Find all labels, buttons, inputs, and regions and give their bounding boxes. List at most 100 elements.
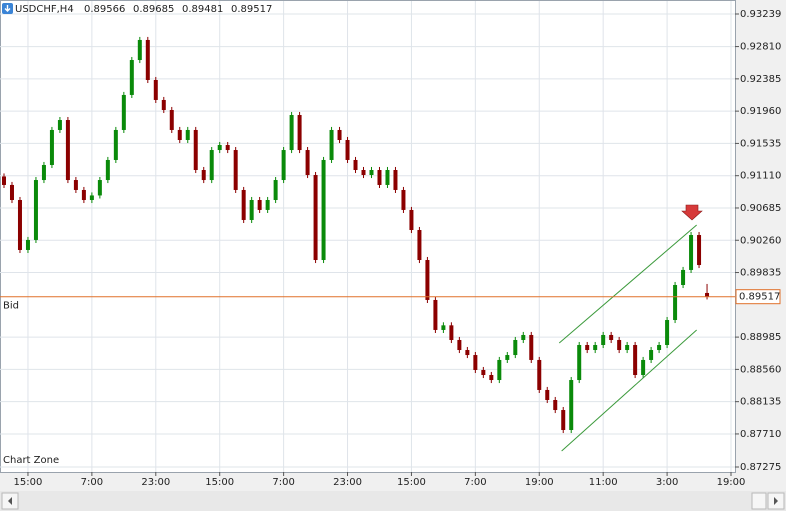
- candle-body: [265, 200, 270, 210]
- annotation: Chart Zone: [3, 455, 59, 466]
- candle-body: [593, 345, 598, 351]
- candle-body: [561, 410, 566, 430]
- candle-body: [681, 269, 686, 285]
- y-tick-label: 0.88560: [740, 364, 781, 375]
- candle-body: [129, 60, 134, 95]
- scroll-thumb[interactable]: [751, 492, 767, 510]
- candle-body: [377, 170, 382, 185]
- candle-body: [121, 94, 126, 130]
- candle-body: [409, 209, 414, 231]
- candle-body: [489, 375, 494, 381]
- y-tick-label: 0.92385: [740, 74, 781, 85]
- candle-body: [33, 180, 38, 240]
- candle-body: [617, 339, 622, 351]
- candle-body: [513, 339, 518, 356]
- candle-body: [137, 39, 142, 61]
- candle-body: [217, 145, 222, 151]
- scroll-left-arrow: [8, 497, 12, 505]
- candle-body: [1, 176, 6, 185]
- ohlc-low: 0.89481: [182, 4, 223, 15]
- candle-body: [433, 299, 438, 330]
- candle-body: [465, 350, 470, 356]
- candle-body: [345, 139, 350, 160]
- candle-body: [209, 150, 214, 181]
- candle-body: [417, 230, 422, 261]
- candle-body: [361, 170, 366, 176]
- x-tick-label: 19:00: [525, 477, 554, 488]
- y-tick-label: 0.91535: [740, 138, 781, 149]
- scroll-right-arrow: [774, 497, 778, 505]
- candle-body: [449, 325, 454, 340]
- x-tick-label: 15:00: [14, 477, 43, 488]
- y-tick-label: 0.87275: [740, 462, 781, 473]
- candle-body: [473, 355, 478, 370]
- trendline: [558, 224, 697, 344]
- candle-body: [481, 369, 486, 376]
- y-tick-label: 0.93239: [740, 9, 781, 20]
- candle-body: [553, 399, 558, 411]
- candle-body: [705, 292, 710, 297]
- y-tick-label: 0.90260: [740, 235, 781, 246]
- candle-body: [193, 129, 198, 171]
- candle-body: [689, 235, 694, 270]
- candle-body: [505, 355, 510, 360]
- candle-body: [625, 345, 630, 351]
- candle-body: [169, 109, 174, 130]
- candle-body: [657, 345, 662, 351]
- bid-label: Bid: [3, 301, 19, 312]
- candle-body: [569, 380, 574, 430]
- candle-body: [41, 164, 46, 181]
- candle-body: [537, 359, 542, 390]
- candle-body: [297, 115, 302, 151]
- candle-body: [609, 334, 614, 340]
- candle-body: [497, 359, 502, 381]
- candle-body: [337, 129, 342, 140]
- candle-body: [145, 39, 150, 80]
- bid-price-box: [735, 289, 781, 305]
- candle-body: [17, 200, 22, 250]
- symbol-icon-arrow: [4, 5, 11, 12]
- candle-body: [401, 189, 406, 210]
- candle-body: [697, 235, 702, 266]
- candle-body: [185, 129, 190, 140]
- ohlc-close: 0.89517: [231, 4, 272, 15]
- candle-body: [57, 120, 62, 130]
- candle-body: [305, 150, 310, 176]
- candle-body: [321, 159, 326, 261]
- candle-body: [393, 170, 398, 190]
- candle-body: [641, 359, 646, 376]
- candle-body: [385, 170, 390, 185]
- candle-body: [161, 99, 166, 110]
- y-tick-label: 0.90685: [740, 203, 781, 214]
- candle-body: [633, 345, 638, 376]
- candle-body: [425, 260, 430, 300]
- candle-body: [273, 180, 278, 201]
- candle-body: [201, 170, 206, 181]
- candle-body: [177, 129, 182, 140]
- y-tick-label: 0.92810: [740, 42, 781, 53]
- x-tick-label: 7:00: [81, 477, 103, 488]
- candle-body: [585, 345, 590, 351]
- y-tick-label: 0.91960: [740, 106, 781, 117]
- candle-body: [673, 284, 678, 321]
- y-tick-label: 0.87710: [740, 429, 781, 440]
- candle-body: [97, 180, 102, 196]
- candle-body: [249, 200, 254, 220]
- candle-body: [49, 129, 54, 165]
- candle-body: [577, 345, 582, 381]
- candle-body: [369, 170, 374, 176]
- x-tick-label: 23:00: [141, 477, 170, 488]
- candle-body: [65, 120, 70, 181]
- candle-body: [313, 175, 318, 261]
- candle-body: [73, 180, 78, 190]
- scrollbar[interactable]: [0, 491, 786, 511]
- x-tick-label: 15:00: [205, 477, 234, 488]
- sell-arrow: [681, 204, 703, 221]
- candle-body: [289, 115, 294, 151]
- candle-body: [105, 159, 110, 181]
- y-tick-label: 0.91110: [740, 171, 781, 182]
- candle-body: [545, 389, 550, 400]
- bid-price: 0.89517: [739, 292, 780, 303]
- x-tick-label: 11:00: [589, 477, 618, 488]
